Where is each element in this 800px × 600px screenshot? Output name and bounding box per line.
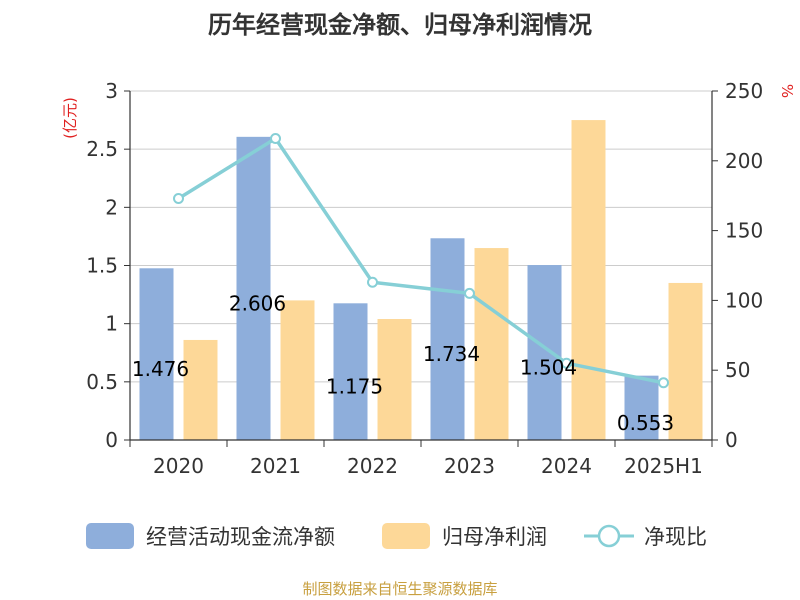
legend-swatch-ratio-marker — [597, 524, 621, 548]
ratio-point — [270, 132, 281, 144]
left-axis-tick-label: 0.5 — [86, 370, 118, 394]
ratio-point — [173, 192, 184, 204]
right-axis-tick-label: 100 — [725, 288, 763, 312]
bar-net-profit — [377, 319, 412, 440]
left-axis-tick-label: 3 — [105, 79, 118, 103]
right-axis-tick-label: 250 — [725, 79, 763, 103]
data-label-cash-flow: 0.553 — [617, 411, 674, 435]
ratio-point — [658, 377, 669, 389]
legend-label-net-profit: 归母净利润 — [442, 525, 547, 549]
ratio-point — [367, 276, 378, 288]
axes: 0 0.5 1 1.5 2 2.5 3 0 50 100 150 200 250 2020 2021 2022… — [86, 79, 763, 478]
data-label-cash-flow: 2.606 — [229, 291, 286, 315]
bar-cash-flow — [333, 303, 368, 440]
bar-cash-flow — [236, 136, 271, 440]
data-label-cash-flow: 1.476 — [132, 357, 189, 381]
left-axis-tick-label: 2 — [105, 195, 118, 219]
legend-swatch-cash-flow — [86, 523, 134, 549]
bar-net-profit — [668, 282, 703, 440]
data-label-cash-flow: 1.734 — [423, 342, 480, 366]
bar-net-profit — [571, 120, 606, 440]
ratio-point — [464, 287, 475, 299]
data-label-cash-flow: 1.175 — [326, 375, 383, 399]
bar-cash-flow — [527, 265, 562, 440]
right-axis-tick-label: 50 — [725, 358, 750, 382]
left-axis-tick-label: 1 — [105, 312, 118, 336]
right-axis-tick-label: 150 — [725, 219, 763, 243]
bar-cash-flow — [139, 268, 174, 440]
x-axis-tick-label: 2023 — [444, 454, 495, 478]
right-axis-unit: % — [778, 84, 796, 98]
bar-cash-flow — [430, 238, 465, 440]
bar-net-profit — [280, 300, 315, 440]
x-axis-tick-label: 2025H1 — [624, 454, 703, 478]
legend-label-ratio: 净现比 — [644, 525, 707, 549]
left-axis-tick-label: 1.5 — [86, 254, 118, 278]
legend-label-cash-flow: 经营活动现金流净额 — [146, 525, 335, 549]
bar-cash-flow — [624, 375, 659, 440]
ratio-line-path — [177, 136, 664, 385]
left-axis-tick-label: 2.5 — [86, 137, 118, 161]
legend-swatch-net-profit — [382, 523, 430, 549]
x-axis-tick-label: 2024 — [541, 454, 592, 478]
x-axis-tick-label: 2020 — [153, 454, 204, 478]
left-axis-tick-label: 0 — [105, 428, 118, 452]
data-labels: 1.476 2.606 1.175 1.734 1.504 0.553 — [132, 291, 674, 434]
bars — [139, 120, 703, 440]
legend: 经营活动现金流净额 归母净利润 净现比 — [86, 523, 707, 549]
grid-lines — [130, 90, 712, 383]
x-axis-tick-label: 2022 — [347, 454, 398, 478]
bar-net-profit — [183, 339, 218, 440]
data-label-cash-flow: 1.504 — [520, 356, 577, 380]
left-axis-unit: (亿元) — [61, 97, 79, 139]
chart-title: 历年经营现金净额、归母净利润情况 — [208, 11, 592, 39]
right-axis-tick-label: 0 — [725, 428, 738, 452]
bar-net-profit — [474, 248, 509, 440]
ratio-point — [561, 357, 572, 369]
x-axis-tick-label: 2021 — [250, 454, 301, 478]
ratio-line — [173, 132, 669, 389]
right-axis-tick-label: 200 — [725, 149, 763, 173]
source-note: 制图数据来自恒生聚源数据库 — [302, 580, 497, 598]
